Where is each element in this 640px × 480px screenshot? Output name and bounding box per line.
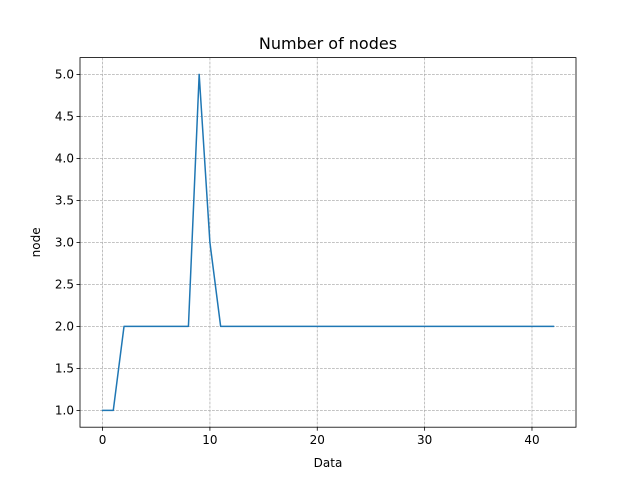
x-tick-label: 40 (524, 433, 539, 447)
y-tick-label: 5.0 (55, 68, 74, 82)
y-tick-label: 3.0 (55, 236, 74, 250)
y-axis-label: node (29, 227, 43, 257)
x-axis-label: Data (314, 456, 343, 470)
y-tick-label: 4.0 (55, 152, 74, 166)
y-tick-label: 2.5 (55, 278, 74, 292)
y-tick-label: 3.5 (55, 194, 74, 208)
y-tick-label: 1.5 (55, 362, 74, 376)
y-tick-label: 1.0 (55, 404, 74, 418)
tick-layer: 0 10 20 30 40 1.0 1.5 2.0 2.5 3.0 3.5 4.0 4.5 5.0 (55, 68, 540, 448)
series-layer (101, 73, 555, 412)
y-tick-label: 4.5 (55, 110, 74, 124)
chart-title: Number of nodes (259, 34, 397, 53)
x-tick-label: 0 (99, 433, 107, 447)
y-tick-label: 2.0 (55, 320, 74, 334)
x-tick-label: 30 (417, 433, 432, 447)
x-tick-label: 20 (310, 433, 325, 447)
x-tick-label: 10 (202, 433, 217, 447)
grid-layer (80, 57, 576, 428)
